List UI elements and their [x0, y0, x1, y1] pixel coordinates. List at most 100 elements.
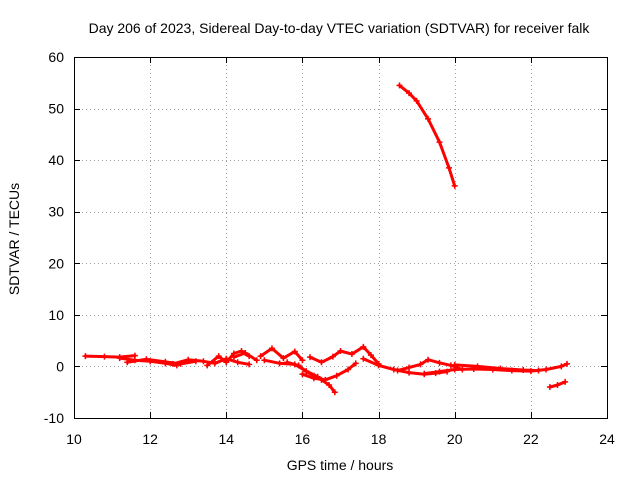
data-point: [554, 381, 561, 388]
data-point: [215, 353, 222, 360]
y-tick-label: 60: [48, 49, 64, 65]
data-point: [276, 360, 283, 367]
data-point: [564, 360, 571, 367]
data-point: [546, 384, 553, 391]
data-point: [396, 82, 403, 89]
x-tick-label: 22: [523, 431, 539, 447]
data-point: [337, 347, 344, 354]
y-tick-label: 40: [48, 152, 64, 168]
data-point: [436, 139, 443, 146]
data-point: [375, 362, 382, 369]
chart-title: Day 206 of 2023, Sidereal Day-to-day VTE…: [89, 20, 591, 36]
data-point: [268, 345, 275, 352]
x-tick-label: 24: [599, 431, 615, 447]
data-point: [326, 381, 333, 388]
x-tick-label: 16: [295, 431, 311, 447]
data-point: [436, 359, 443, 366]
data-point: [406, 364, 413, 371]
axis-ticks: [74, 57, 608, 419]
series-track-17: [398, 83, 457, 188]
data-point: [82, 353, 89, 360]
data-point: [261, 357, 268, 364]
data-point: [291, 348, 298, 355]
y-tick-label: 30: [48, 204, 64, 220]
data-point: [200, 358, 207, 365]
data-point: [394, 367, 401, 374]
plot-frame: [74, 57, 608, 419]
data-point: [367, 352, 374, 359]
y-axis-label: SDTVAR / TECUs: [6, 183, 22, 295]
data-point: [116, 355, 123, 362]
data-point: [322, 376, 329, 383]
data-point: [406, 90, 413, 97]
data-point: [234, 359, 241, 366]
data-point: [436, 368, 443, 375]
data-point: [242, 350, 249, 357]
grid: [74, 57, 607, 418]
data-point: [562, 378, 569, 385]
data-point: [280, 355, 287, 362]
data-point: [417, 361, 424, 368]
data-point: [169, 360, 176, 367]
data-point: [303, 368, 310, 375]
data-point: [310, 375, 317, 382]
data-point: [101, 353, 108, 360]
data-series: [82, 82, 571, 396]
data-point: [425, 115, 432, 122]
data-point: [451, 182, 458, 189]
x-tick-label: 14: [218, 431, 234, 447]
x-tick-labels: 10 12 14 16 18 20 22 24: [66, 431, 615, 447]
data-point: [211, 360, 218, 367]
series-track-11: [308, 345, 381, 366]
data-point: [331, 389, 338, 396]
data-point: [535, 367, 542, 374]
data-point: [543, 366, 550, 373]
data-point: [318, 359, 325, 366]
data-point: [329, 353, 336, 360]
series-track-5: [205, 349, 251, 367]
data-point: [162, 358, 169, 365]
y-tick-label: 10: [48, 307, 64, 323]
series-track-1: [83, 354, 137, 359]
data-point: [185, 356, 192, 363]
x-tick-label: 10: [66, 431, 82, 447]
data-point: [345, 366, 352, 373]
data-point: [360, 355, 367, 362]
x-tick-label: 20: [447, 431, 463, 447]
data-point: [474, 363, 481, 370]
data-point: [451, 361, 458, 368]
data-point: [307, 354, 314, 361]
data-point: [390, 366, 397, 373]
y-tick-label: 20: [48, 255, 64, 271]
data-point: [406, 369, 413, 376]
data-point: [295, 362, 302, 369]
data-point: [223, 359, 230, 366]
data-point: [333, 372, 340, 379]
y-tick-labels: -10 0 10 20 30 40 50 60: [44, 49, 64, 426]
y-tick-label: 0: [56, 358, 64, 374]
y-tick-label: -10: [44, 410, 64, 426]
data-point: [413, 97, 420, 104]
data-point: [204, 362, 211, 369]
data-point: [425, 356, 432, 363]
data-point: [360, 343, 367, 350]
data-point: [520, 367, 527, 374]
x-tick-label: 12: [142, 431, 158, 447]
data-point: [558, 363, 565, 370]
data-point: [446, 164, 453, 171]
data-point: [230, 354, 237, 361]
data-point: [143, 356, 150, 363]
data-point: [352, 360, 359, 367]
data-point: [246, 361, 253, 368]
x-tick-label: 18: [371, 431, 387, 447]
data-point: [124, 359, 131, 366]
data-point: [497, 365, 504, 372]
data-point: [348, 351, 355, 358]
x-axis-label: GPS time / hours: [287, 457, 394, 473]
y-tick-label: 50: [48, 101, 64, 117]
data-point: [299, 371, 306, 378]
data-point: [299, 357, 306, 364]
data-point: [421, 370, 428, 377]
data-point: [257, 353, 264, 360]
